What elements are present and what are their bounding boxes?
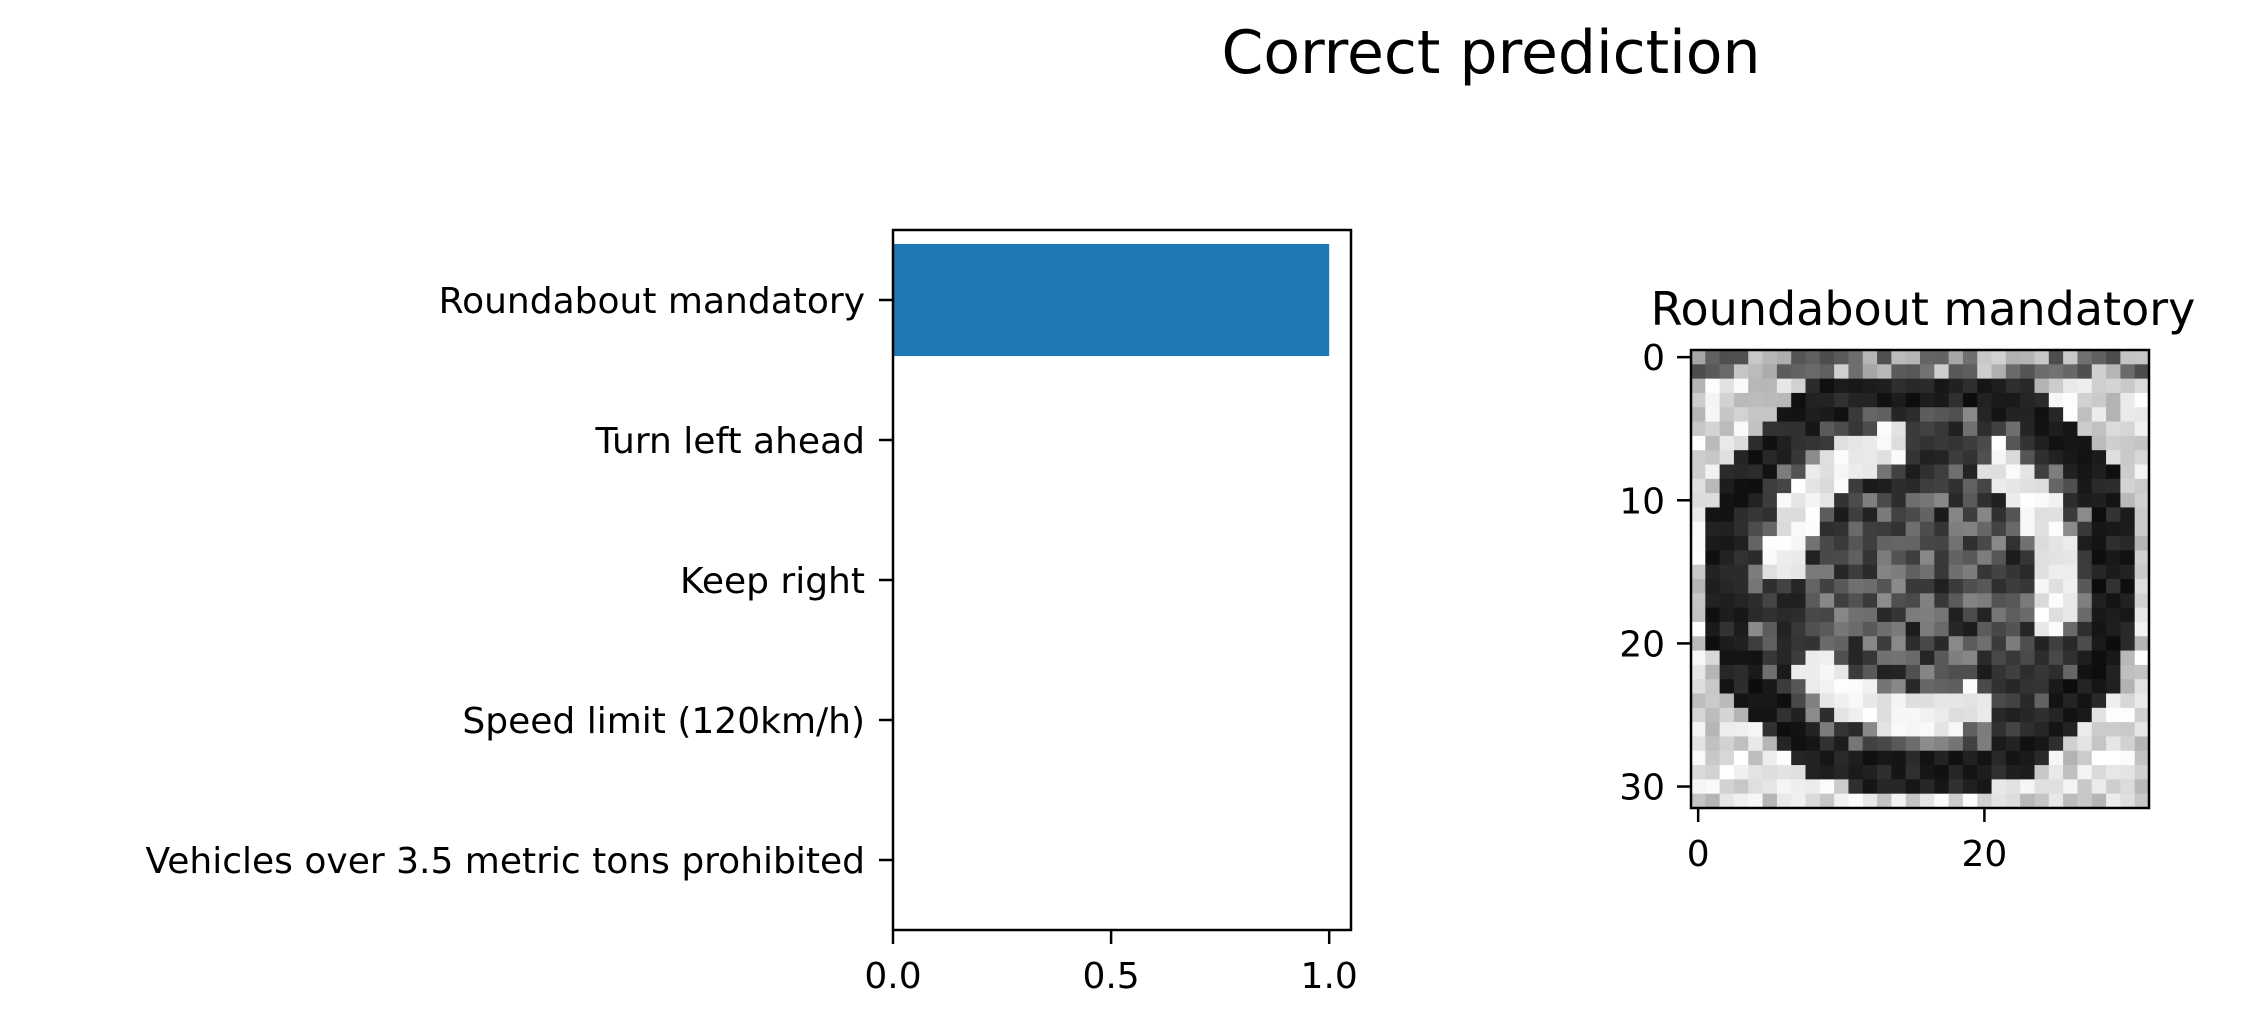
image-ytick-label: 20 [1619, 624, 1665, 665]
bar-ytick-label: Roundabout mandatory [439, 281, 865, 322]
image-panel: Roundabout mandatory 0 10 20 30 0 20 [1619, 282, 2195, 875]
image-ytick-label: 30 [1619, 768, 1665, 809]
image-panel-title: Roundabout mandatory [1651, 282, 2196, 336]
bar-xtick-label: 1.0 [1301, 956, 1358, 997]
image-panel-frame [1689, 348, 2151, 810]
bar-xtick-label: 0.0 [864, 956, 921, 997]
image-ytick-label: 0 [1642, 338, 1665, 379]
image-ytick-label: 10 [1619, 481, 1665, 522]
bar-ytick-label: Speed limit (120km/h) [462, 701, 865, 742]
bar-1 [893, 244, 1330, 356]
bar-chart: Roundabout mandatory Turn left ahead Keep … [145, 228, 1358, 997]
traffic-sign-image [1691, 350, 2150, 809]
bar-ytick-label: Turn left ahead [595, 421, 865, 462]
bar-ytick-label: Keep right [680, 561, 865, 602]
bar-ytick-label: Vehicles over 3.5 metric tons prohibited [145, 841, 865, 882]
bar-xtick-label: 0.5 [1082, 956, 1139, 997]
image-xtick-label: 20 [1962, 834, 2008, 875]
figure-title: Correct prediction [1221, 18, 1761, 88]
image-xtick-label: 0 [1687, 834, 1710, 875]
